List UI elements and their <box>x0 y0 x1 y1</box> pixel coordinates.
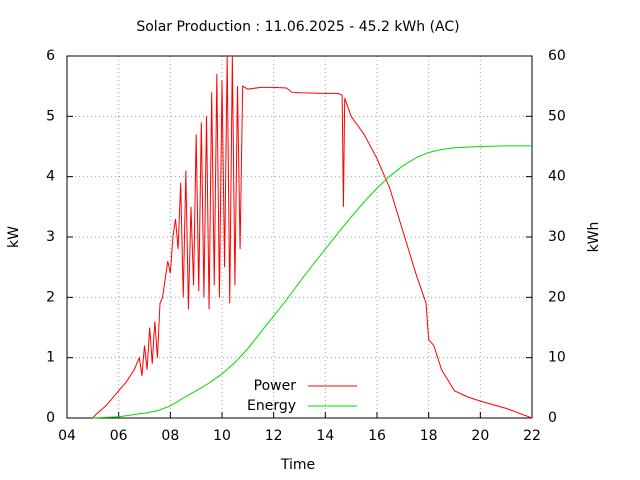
y2-tick-label: 30 <box>548 229 566 245</box>
x-tick-label: 06 <box>110 428 128 444</box>
x-tick-label: 10 <box>213 428 231 444</box>
legend-label: Power <box>254 378 297 394</box>
x-tick-label: 18 <box>420 428 438 444</box>
x-tick-label: 14 <box>316 428 334 444</box>
y2-tick-label: 10 <box>548 350 566 366</box>
x-axis-label: Time <box>280 457 315 473</box>
y-tick-label: 6 <box>46 48 55 64</box>
y2-tick-label: 20 <box>548 289 566 305</box>
plot-frame <box>66 55 533 419</box>
x-tick-label: 08 <box>161 428 179 444</box>
y-tick-label: 5 <box>46 108 55 124</box>
x-tick-label: 12 <box>265 428 283 444</box>
x-tick-label: 04 <box>58 428 76 444</box>
y-tick-label: 0 <box>46 410 55 426</box>
y2-tick-label: 40 <box>548 169 566 185</box>
legend-label: Energy <box>247 398 296 414</box>
y2-tick-label: 50 <box>548 108 566 124</box>
y-tick-label: 1 <box>46 350 55 366</box>
series-line <box>92 145 532 419</box>
y2-tick-label: 0 <box>548 410 557 426</box>
x-tick-label: 20 <box>471 428 489 444</box>
chart-title: Solar Production : 11.06.2025 - 45.2 kWh… <box>136 19 459 35</box>
y2-tick-label: 60 <box>548 48 566 64</box>
y-tick-label: 2 <box>46 289 55 305</box>
x-tick-label: 22 <box>523 428 541 444</box>
x-tick-label: 16 <box>368 428 386 444</box>
series-line <box>92 55 533 419</box>
y-axis-label: kW <box>6 226 22 248</box>
y2-axis-label: kWh <box>586 222 602 253</box>
y-tick-label: 4 <box>46 169 55 185</box>
y-tick-label: 3 <box>46 229 55 245</box>
